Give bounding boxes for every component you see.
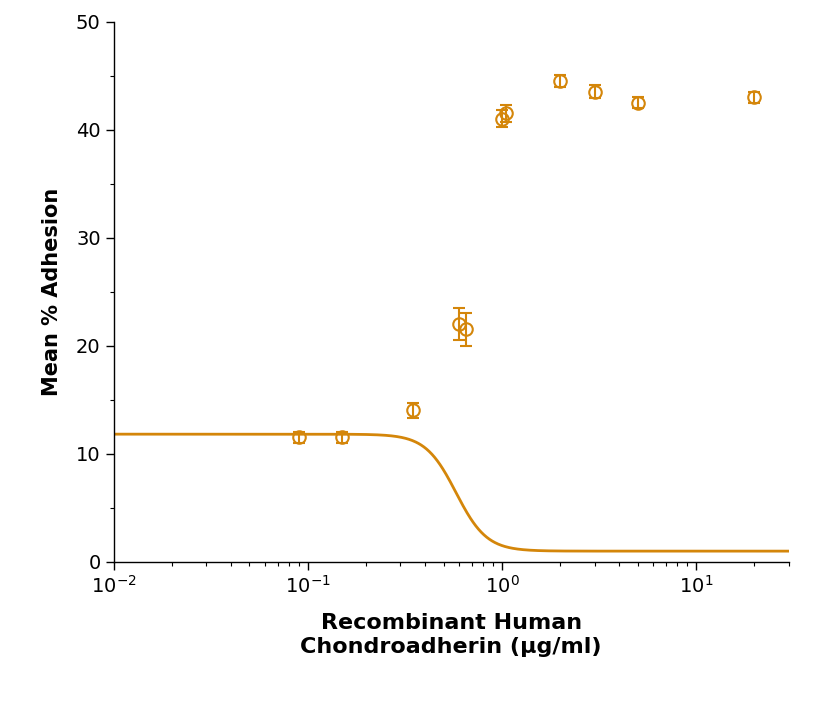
Y-axis label: Mean % Adhesion: Mean % Adhesion: [42, 187, 62, 396]
X-axis label: Recombinant Human
Chondroadherin (μg/ml): Recombinant Human Chondroadherin (μg/ml): [301, 613, 602, 657]
